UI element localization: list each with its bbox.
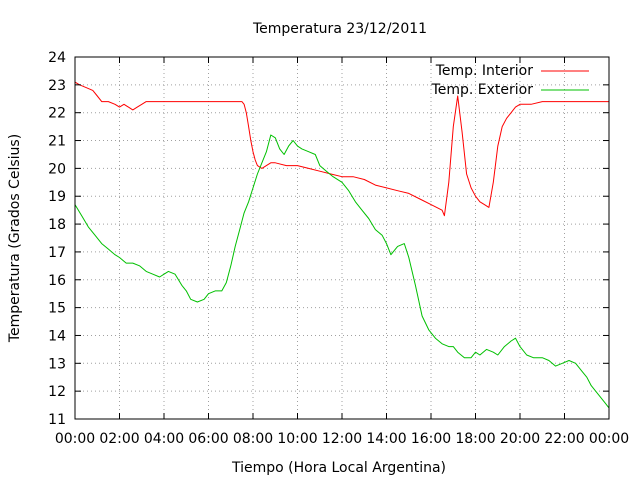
x-axis-label: Tiempo (Hora Local Argentina) <box>231 460 446 476</box>
chart-title: Temperatura 23/12/2011 <box>252 21 427 37</box>
series-line-exterior <box>74 134 610 409</box>
x-tick-label: 16:00 <box>411 431 451 447</box>
y-axis-label: Temperatura (Grados Celsius) <box>7 134 23 343</box>
y-tick-label: 22 <box>48 106 66 122</box>
y-tick-label: 11 <box>48 412 66 428</box>
series-line-interior <box>74 81 609 217</box>
y-tick-label: 15 <box>48 301 66 317</box>
y-tick-label: 23 <box>48 78 66 94</box>
x-tick-label: 02:00 <box>99 431 139 447</box>
x-tick-label: 20:00 <box>500 431 540 447</box>
x-tick-label: 12:00 <box>322 431 362 447</box>
x-tick-label: 10:00 <box>277 431 317 447</box>
axis-ticks <box>74 56 610 420</box>
x-tick-label: 00:00 <box>55 431 95 447</box>
y-tick-label: 14 <box>48 328 66 344</box>
y-tick-label: 24 <box>48 50 66 66</box>
y-tick-label: 16 <box>48 273 66 289</box>
x-tick-label: 00:00 <box>589 431 629 447</box>
y-tick-labels: 11 12 13 14 15 16 17 18 19 20 21 22 23 24 <box>48 50 66 428</box>
legend: Temp. Interior Temp. Exterior <box>431 63 589 98</box>
x-tick-label: 06:00 <box>188 431 228 447</box>
y-tick-label: 12 <box>48 384 66 400</box>
x-tick-label: 22:00 <box>544 431 584 447</box>
legend-label-exterior: Temp. Exterior <box>431 82 534 98</box>
y-tick-label: 19 <box>48 189 66 205</box>
grid <box>75 57 609 419</box>
y-tick-label: 13 <box>48 356 66 372</box>
y-tick-label: 17 <box>48 245 66 261</box>
series-lines <box>74 81 610 409</box>
y-tick-label: 21 <box>48 134 66 150</box>
y-tick-label: 18 <box>48 217 66 233</box>
x-tick-label: 08:00 <box>233 431 273 447</box>
x-tick-labels: 00:00 02:00 04:00 06:00 08:00 10:00 12:00 14:00… <box>55 431 629 447</box>
x-tick-label: 04:00 <box>144 431 184 447</box>
x-tick-label: 18:00 <box>455 431 495 447</box>
legend-label-interior: Temp. Interior <box>435 63 534 79</box>
y-tick-label: 20 <box>48 161 66 177</box>
x-tick-label: 14:00 <box>366 431 406 447</box>
